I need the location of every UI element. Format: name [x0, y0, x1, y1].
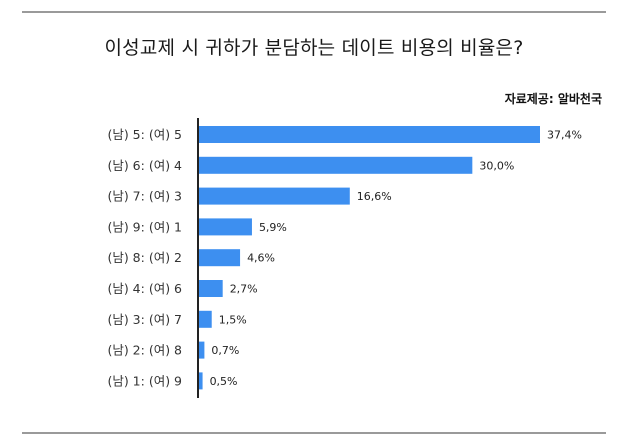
top-divider [22, 11, 606, 13]
bottom-divider [22, 432, 606, 434]
value-label: 1,5% [219, 313, 247, 326]
source-credit: 자료제공: 알바천국 [504, 92, 602, 106]
category-label: (남) 5: (여) 5 [107, 127, 182, 142]
bar [198, 156, 473, 174]
bar [198, 249, 241, 267]
category-label: (남) 1: (여) 9 [107, 373, 182, 388]
value-label: 0,5% [210, 375, 238, 388]
category-label: (남) 4: (여) 6 [107, 281, 182, 296]
value-label: 30,0% [479, 159, 514, 172]
chart-title: 이성교제 시 귀하가 분담하는 데이트 비용의 비율은? [104, 37, 524, 59]
category-label: (남) 3: (여) 7 [107, 312, 182, 327]
category-label: (남) 9: (여) 1 [107, 219, 182, 234]
bar-series: (남) 5: (여) 5 37,4% (남) 6: (여) 4 30,0% (남) 7:… [107, 126, 582, 390]
category-label: (남) 6: (여) 4 [107, 158, 182, 173]
bar [198, 218, 252, 236]
value-label: 4,6% [247, 252, 275, 265]
value-label: 16,6% [357, 190, 392, 203]
bar [198, 126, 540, 143]
value-label: 37,4% [547, 129, 582, 142]
category-label: (남) 7: (여) 3 [107, 189, 182, 204]
category-label: (남) 2: (여) 8 [107, 343, 182, 358]
value-label: 2,7% [230, 283, 258, 296]
value-label: 0,7% [211, 344, 239, 357]
bar [198, 187, 350, 205]
bar [198, 280, 223, 297]
bar [198, 372, 203, 390]
bar [198, 341, 205, 359]
value-label: 5,9% [259, 221, 287, 234]
category-label: (남) 8: (여) 2 [107, 250, 182, 265]
bar [198, 310, 212, 328]
